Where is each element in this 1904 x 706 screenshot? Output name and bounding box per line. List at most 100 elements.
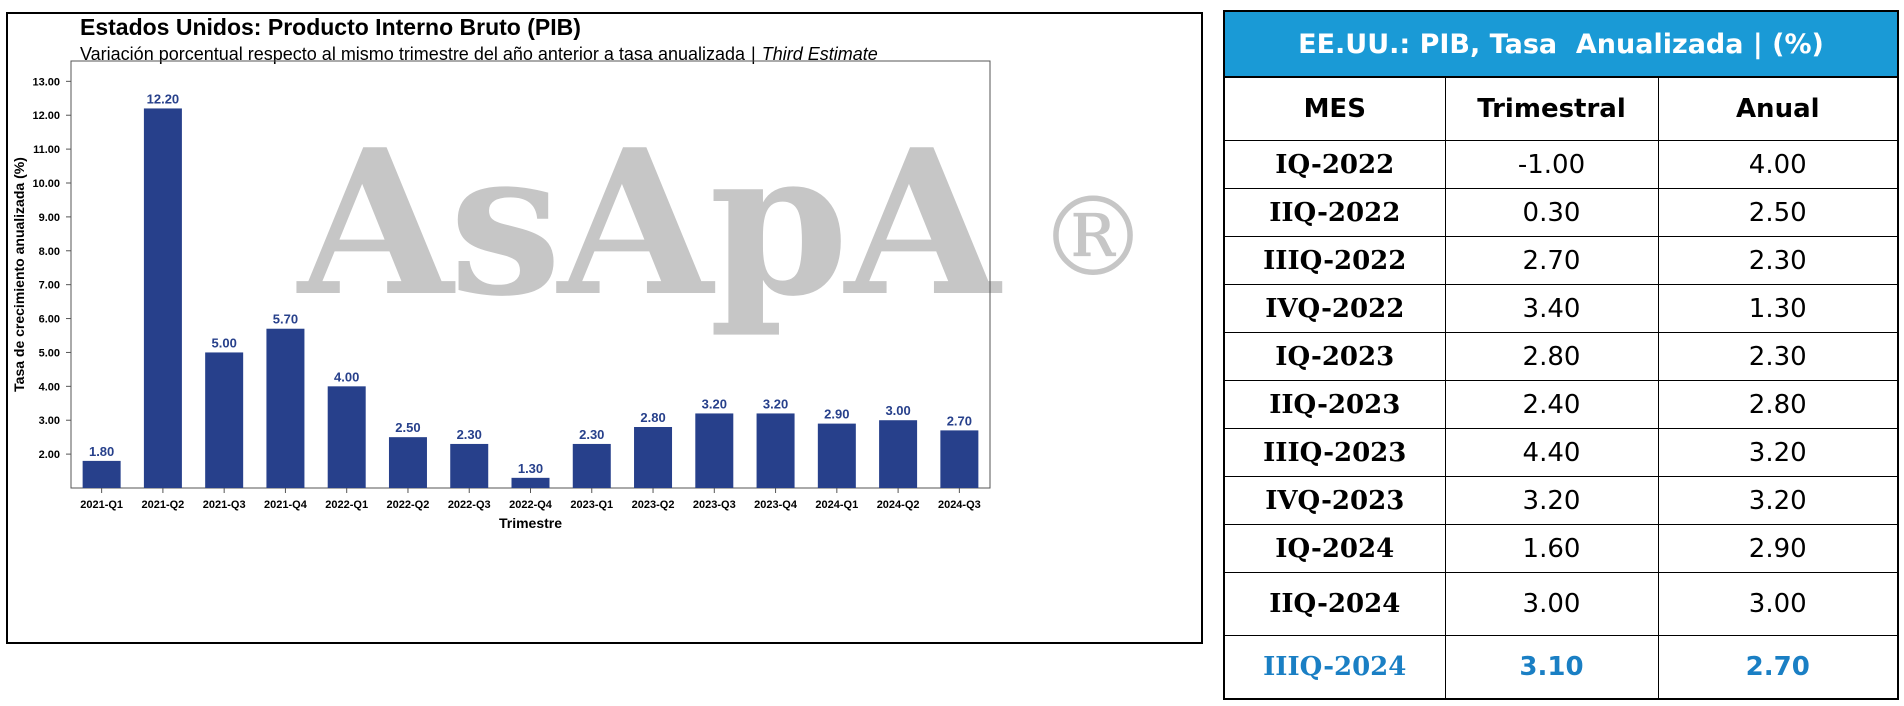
table-row: IIIQ-2024 3.10 2.70 <box>1225 635 1897 698</box>
quarterly-cell: 3.10 <box>1444 635 1659 698</box>
bar <box>940 430 979 488</box>
bar <box>817 423 856 488</box>
annual-cell: 2.30 <box>1657 332 1897 381</box>
bar <box>511 477 550 488</box>
x-axis-label: Trimestre <box>499 515 562 531</box>
annual-cell: 2.90 <box>1657 524 1897 573</box>
y-tick-label: 5.00 <box>39 347 60 359</box>
quarterly-cell: 2.70 <box>1444 236 1659 285</box>
x-tick-label: 2021-Q4 <box>264 499 308 511</box>
bar <box>695 413 734 488</box>
y-tick-label: 3.00 <box>39 415 60 427</box>
annual-cell: 3.20 <box>1657 476 1897 525</box>
y-tick-label: 12.00 <box>32 110 60 122</box>
period-cell: IQ-2024 <box>1225 524 1446 573</box>
data-label: 5.00 <box>212 335 237 350</box>
table-row: IIQ-2022 0.30 2.50 <box>1225 188 1897 237</box>
chart-subtitle: Variación porcentual respecto al mismo t… <box>80 44 878 65</box>
y-tick-label: 6.00 <box>39 314 60 326</box>
annual-cell: 2.70 <box>1657 635 1897 698</box>
bar <box>756 413 795 488</box>
column-header-period: MES <box>1225 78 1446 141</box>
bar-chart: 2.00 3.00 4.00 5.00 6.00 7.00 8.00 9.00 10.00 11.… <box>11 60 991 531</box>
data-label: 2.70 <box>947 413 972 428</box>
table-row: IQ-2024 1.60 2.90 <box>1225 524 1897 573</box>
y-tick-label: 10.00 <box>32 178 60 190</box>
table-row: IQ-2023 2.80 2.30 <box>1225 332 1897 381</box>
annual-cell: 2.80 <box>1657 380 1897 429</box>
watermark-registered-mark: ® <box>1038 173 1148 301</box>
bar <box>82 460 121 488</box>
period-cell: IIQ-2023 <box>1225 380 1446 429</box>
x-tick-label: 2021-Q3 <box>203 499 246 511</box>
x-tick-label: 2023-Q2 <box>632 499 675 511</box>
x-tick-label: 2022-Q3 <box>448 499 491 511</box>
bar <box>266 328 305 488</box>
gdp-table-panel: EE.UU.: PIB, Tasa Anualizada | (%) MES T… <box>1223 10 1899 700</box>
bar <box>327 386 366 488</box>
bar <box>388 437 427 488</box>
watermark-logo: AsApA <box>298 106 1000 341</box>
period-cell: IIQ-2024 <box>1225 572 1446 636</box>
period-cell: IIIQ-2022 <box>1225 236 1446 285</box>
annual-cell: 3.20 <box>1657 428 1897 477</box>
table-row: IIQ-2023 2.40 2.80 <box>1225 380 1897 429</box>
quarterly-cell: 2.80 <box>1444 332 1659 381</box>
quarterly-cell: 3.40 <box>1444 284 1659 333</box>
annual-cell: 1.30 <box>1657 284 1897 333</box>
y-tick-label: 4.00 <box>39 381 60 393</box>
table-row: IVQ-2023 3.20 3.20 <box>1225 476 1897 525</box>
column-header-annual: Anual <box>1657 78 1897 141</box>
x-tick-label: 2022-Q4 <box>509 499 553 511</box>
bar <box>450 443 489 488</box>
chart-title: Estados Unidos: Producto Interno Bruto (… <box>80 14 581 40</box>
annual-cell: 4.00 <box>1657 140 1897 189</box>
column-header-quarterly: Trimestral <box>1444 78 1659 141</box>
y-tick-label: 2.00 <box>39 449 60 461</box>
x-tick-label: 2024-Q1 <box>815 499 858 511</box>
chart-subtitle-note: Third Estimate <box>761 44 878 64</box>
data-label: 3.20 <box>702 396 727 411</box>
period-cell: IQ-2022 <box>1225 140 1446 189</box>
table-row: IIQ-2024 3.00 3.00 <box>1225 572 1897 636</box>
chart-subtitle-text: Variación porcentual respecto al mismo t… <box>80 44 746 64</box>
bar <box>572 443 611 488</box>
x-tick-label: 2023-Q4 <box>754 499 798 511</box>
table-header-row: MES Trimestral Anual <box>1225 78 1897 141</box>
chart-subtitle-separator: | <box>751 44 756 64</box>
annual-cell: 2.50 <box>1657 188 1897 237</box>
bar <box>879 420 918 488</box>
quarterly-cell: 1.60 <box>1444 524 1659 573</box>
y-tick-label: 11.00 <box>33 144 60 156</box>
data-label: 2.30 <box>457 427 482 442</box>
table-row: IVQ-2022 3.40 1.30 <box>1225 284 1897 333</box>
period-cell: IIIQ-2023 <box>1225 428 1446 477</box>
data-label: 5.70 <box>273 312 298 327</box>
y-tick-label: 9.00 <box>39 212 60 224</box>
x-tick-label: 2021-Q1 <box>80 499 123 511</box>
data-label: 4.00 <box>334 369 359 384</box>
y-tick-label: 13.00 <box>32 76 60 88</box>
table-row: IIIQ-2022 2.70 2.30 <box>1225 236 1897 285</box>
data-label: 12.20 <box>147 91 180 106</box>
table-row: IIIQ-2023 4.40 3.20 <box>1225 428 1897 477</box>
bar <box>634 427 673 488</box>
data-label: 1.30 <box>518 461 543 476</box>
y-tick-label: 7.00 <box>39 280 60 292</box>
data-label: 3.20 <box>763 396 788 411</box>
x-tick-label: 2021-Q2 <box>141 499 184 511</box>
bar <box>143 108 182 488</box>
data-label: 2.50 <box>395 420 420 435</box>
table-title: EE.UU.: PIB, Tasa Anualizada | (%) <box>1225 12 1897 78</box>
gdp-table: MES Trimestral Anual IQ-2022 -1.00 4.00 IIQ… <box>1225 78 1897 698</box>
period-cell: IVQ-2023 <box>1225 476 1446 525</box>
data-label: 2.30 <box>579 427 604 442</box>
x-tick-label: 2024-Q2 <box>877 499 920 511</box>
period-cell: IQ-2023 <box>1225 332 1446 381</box>
data-label: 3.00 <box>885 403 910 418</box>
x-tick-label: 2023-Q3 <box>693 499 736 511</box>
quarterly-cell: 3.00 <box>1444 572 1659 636</box>
quarterly-cell: 0.30 <box>1444 188 1659 237</box>
data-label: 2.90 <box>824 407 849 422</box>
table-row: IQ-2022 -1.00 4.00 <box>1225 140 1897 189</box>
